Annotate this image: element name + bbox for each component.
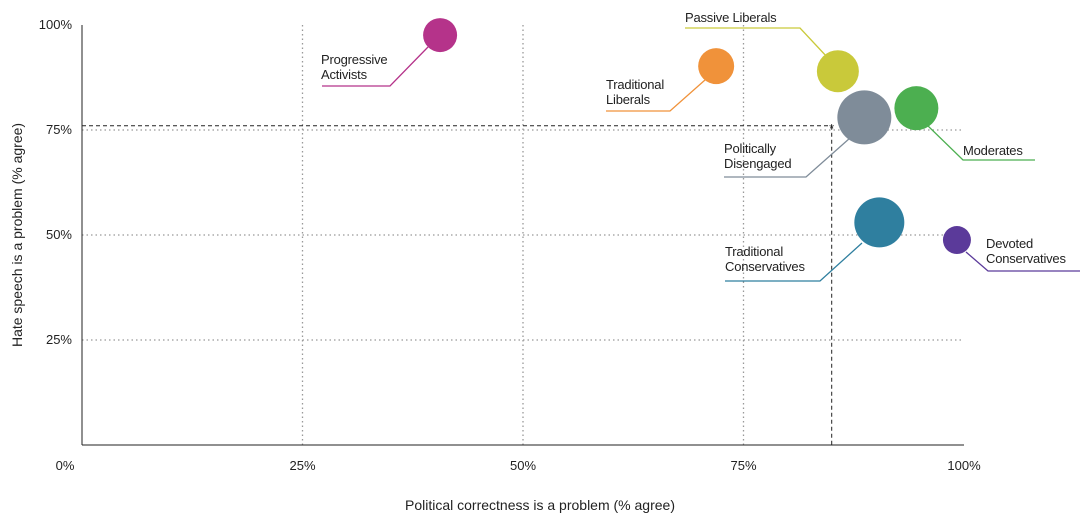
bubble-label: Passive Liberals [685,10,777,25]
x-tick-label: 100% [947,458,981,473]
bubble [423,18,458,53]
y-tick-label: 75% [46,122,72,137]
bubble [698,48,735,85]
bubble-label: Traditional Liberals [606,77,665,107]
bubble-label: Traditional Conservatives [725,244,805,274]
leader-line [724,137,851,178]
x-tick-label: 0% [56,458,75,473]
reference-marker: * [829,121,834,136]
x-tick-label: 25% [289,458,315,473]
bubble [854,197,905,248]
leader-line [965,251,1080,272]
leader-line [925,123,1035,161]
y-axis-title: Hate speech is a problem (% agree) [9,123,25,347]
bubble [894,86,939,131]
x-axis-title: Political correctness is a problem (% ag… [405,497,675,513]
y-tick-label: 100% [39,17,73,32]
leader-line [322,46,429,87]
y-tick-label: 25% [46,332,72,347]
leader-line [685,27,829,59]
bubble-label: Politically Disengaged [724,141,792,171]
bubble-label: Progressive Activists [321,52,388,82]
x-tick-label: 50% [510,458,536,473]
x-tick-label: 75% [730,458,756,473]
bubble-label: Devoted Conservatives [986,236,1066,266]
bubble [942,226,971,255]
leader-line [725,242,863,282]
leader-line [606,79,706,112]
bubble-label: Moderates [963,143,1023,158]
y-tick-label: 50% [46,227,72,242]
bubble [837,90,892,145]
bubble [816,50,859,93]
